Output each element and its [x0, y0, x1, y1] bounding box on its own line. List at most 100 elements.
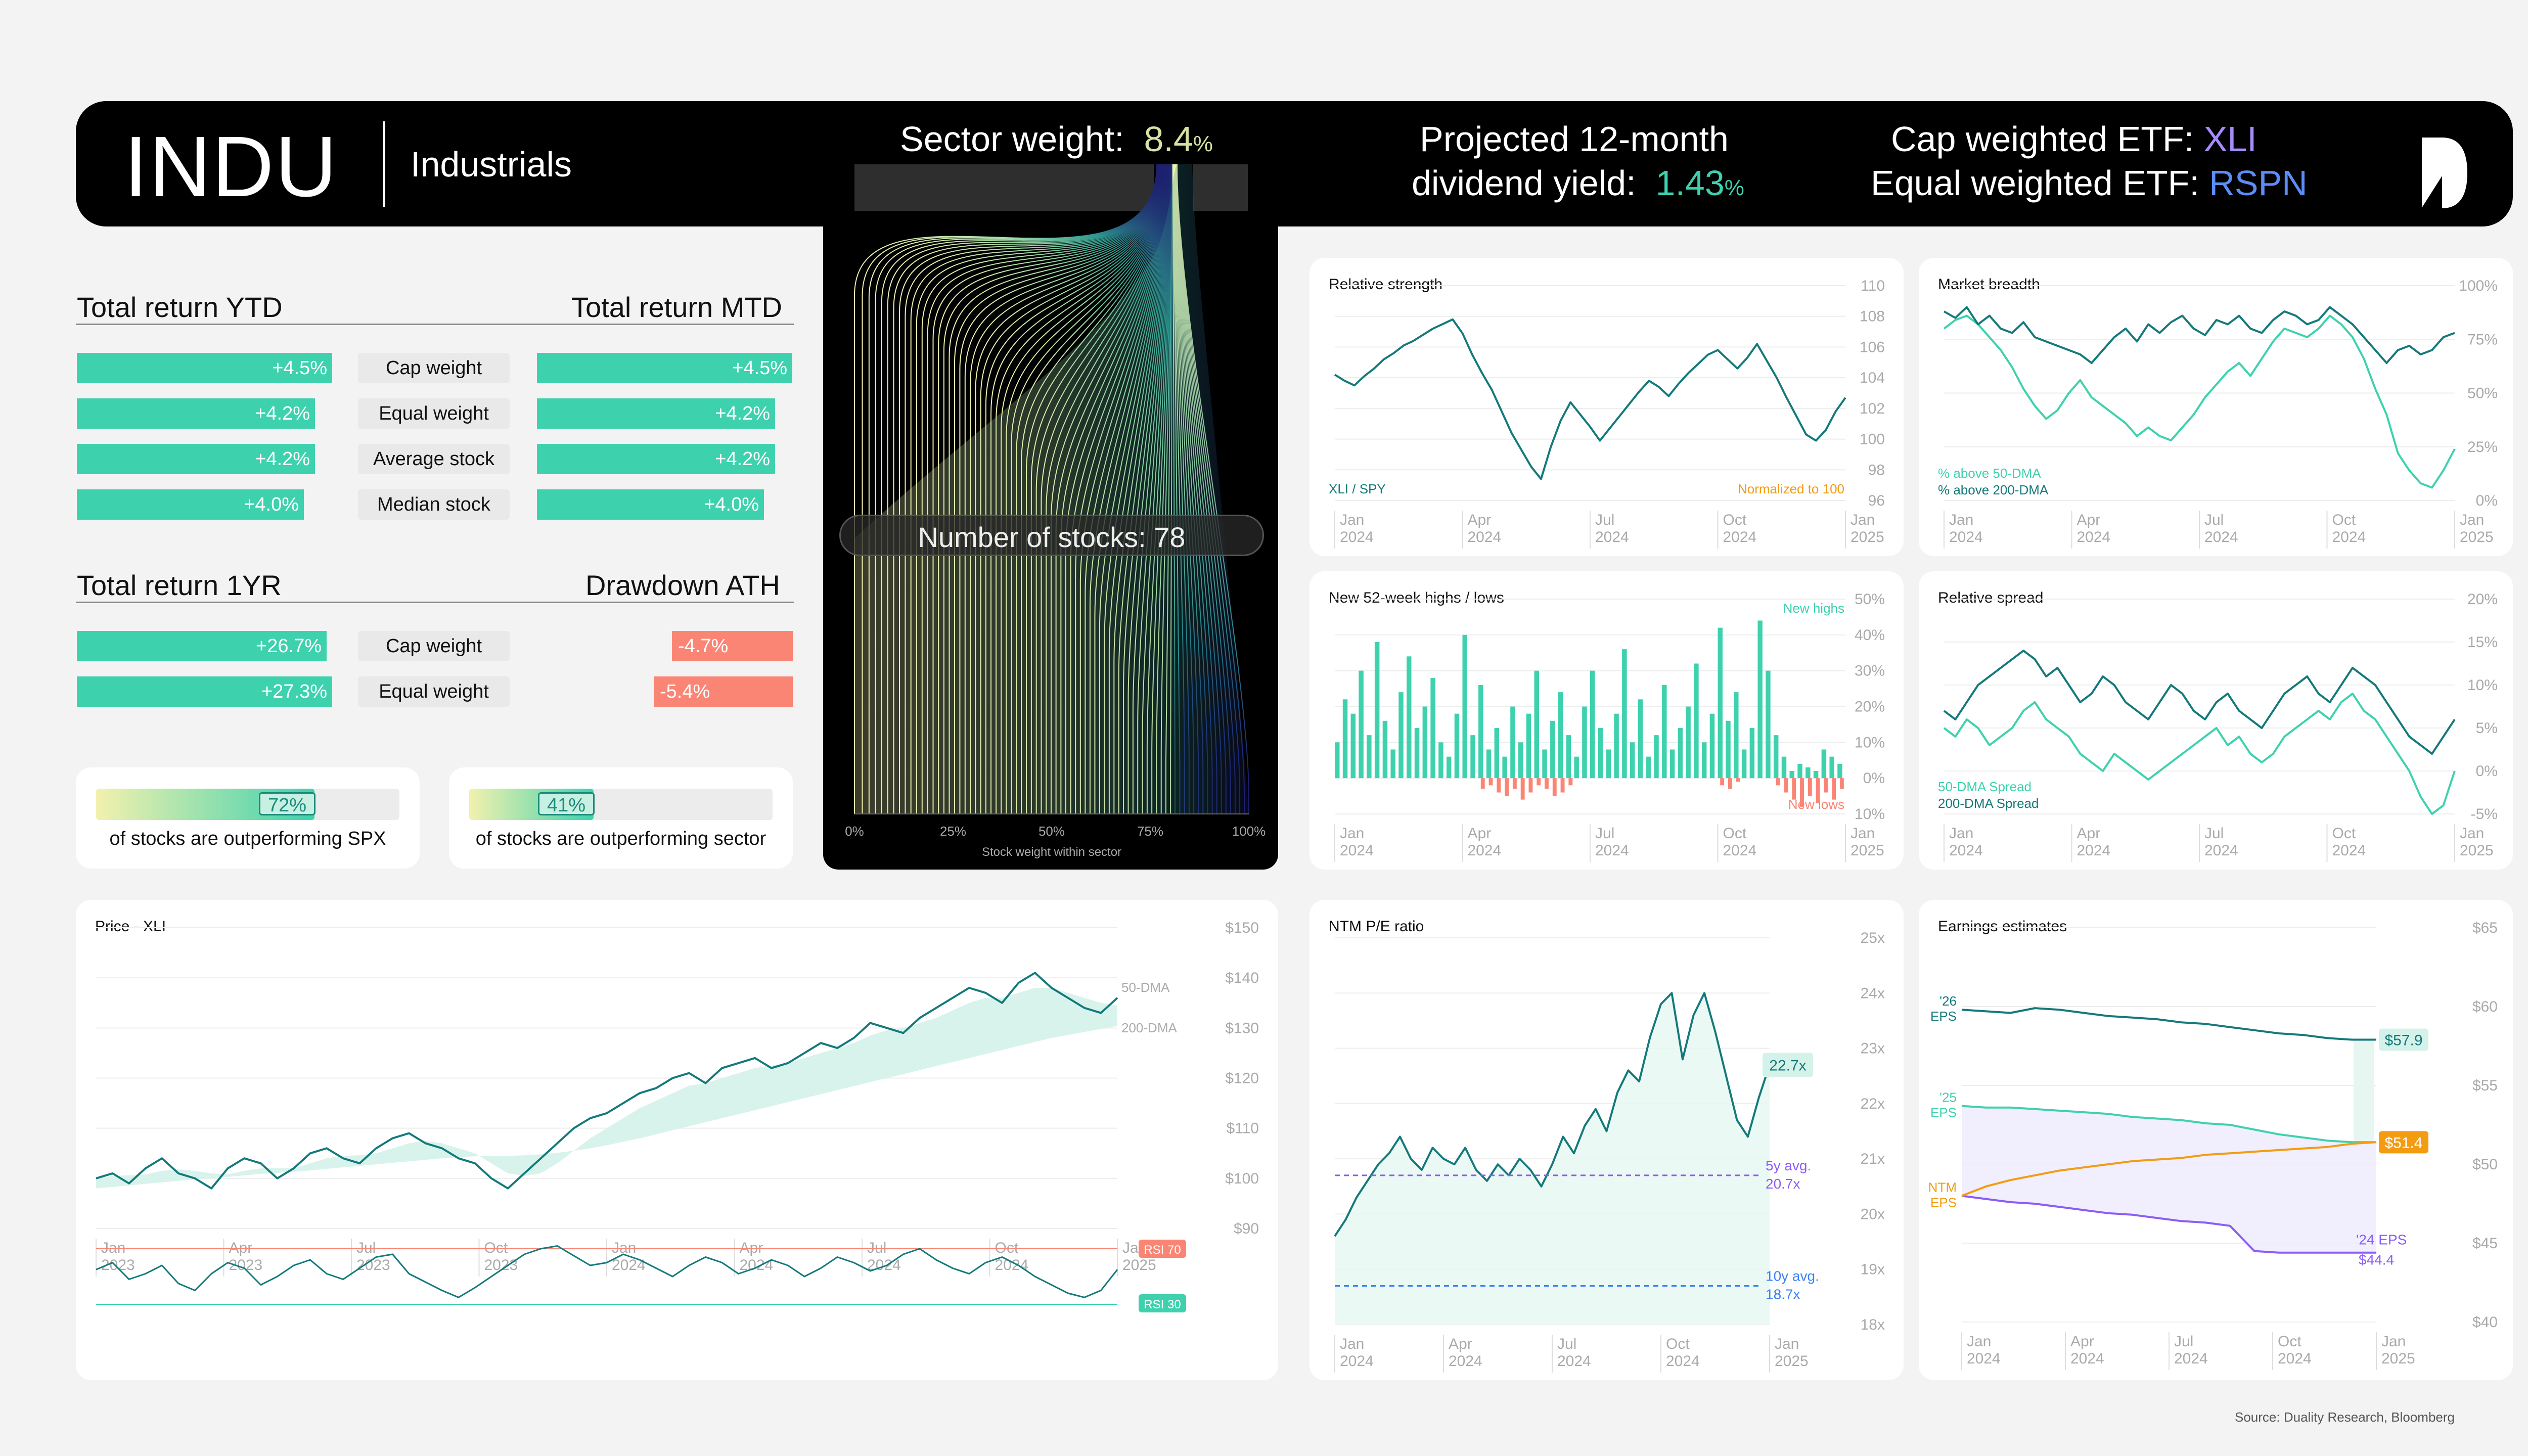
breadth-50-line: [1944, 306, 2455, 364]
x-tick-month: Jan: [101, 1240, 125, 1256]
cap-etf-label: Cap weighted ETF: XLI: [1891, 119, 2257, 159]
x-tick-year: 2024: [995, 1257, 1029, 1273]
spread-200-line: [1943, 693, 2456, 815]
rsi-line: [96, 1245, 1118, 1298]
y-tick-label: 0%: [1863, 770, 1885, 787]
return-label: Cap weight: [358, 631, 510, 661]
high-bar: [1614, 713, 1619, 779]
y-tick-label: 19x: [1861, 1261, 1885, 1278]
high-bar: [1749, 728, 1755, 779]
fan-line: [959, 164, 1162, 814]
fan-line: [964, 164, 1162, 814]
high-bar: [1566, 735, 1571, 779]
y-tick-label: $50: [2472, 1156, 2498, 1173]
x-tick-month: Jul: [356, 1240, 376, 1256]
return-label: Average stock: [358, 444, 510, 474]
high-bar: [1773, 735, 1779, 779]
dd-bar: -5.4%: [654, 676, 793, 707]
x-tick-month: Jan: [1340, 825, 1364, 842]
high-bar: [1694, 663, 1699, 779]
pe-end-badge: [1763, 1053, 1813, 1077]
fan-line: [990, 164, 1164, 814]
low-bar: [1520, 778, 1525, 800]
x-tick-month: Apr: [2077, 825, 2101, 842]
x-tick-year: 2025: [1122, 1257, 1156, 1273]
x-tick-year: 2025: [1850, 529, 1884, 545]
x-tick-year: 2023: [484, 1257, 518, 1273]
yr-title: Total return 1YR: [77, 569, 282, 601]
high-bar: [1414, 728, 1420, 779]
x-tick-month: Apr: [1468, 512, 1492, 528]
x-tick-month: Jul: [1557, 1336, 1576, 1352]
rsi30-badge: [1139, 1294, 1186, 1312]
x-tick-month: Oct: [2278, 1333, 2301, 1350]
y-tick-label: 50%: [1855, 591, 1885, 608]
high-bar: [1718, 627, 1723, 779]
high-bar: [1374, 642, 1380, 779]
x-tick-month: Jan: [1949, 825, 1973, 842]
low-bar: [1537, 778, 1541, 786]
pe-area: [1335, 993, 1770, 1325]
high-bar: [1590, 670, 1595, 779]
low-bar: [1528, 778, 1533, 793]
x-tick-year: 2024: [2204, 842, 2238, 859]
y-tick-label: 50%: [2467, 385, 2498, 402]
high-bar: [1542, 749, 1547, 779]
x-tick-month: Oct: [1723, 825, 1747, 842]
x-tick-month: Jan: [612, 1240, 636, 1256]
duality-logo-icon: [2421, 138, 2467, 209]
ntm-badge: [2379, 1131, 2428, 1154]
ticker-title: INDU: [124, 119, 338, 215]
y-tick-label: 30%: [1855, 663, 1885, 679]
x-tick-month: Apr: [229, 1240, 253, 1256]
x-tick-year: 2024: [2070, 1350, 2104, 1367]
high-bar: [1486, 749, 1492, 779]
x-tick-month: Oct: [1666, 1336, 1690, 1352]
x-tick-month: Oct: [995, 1240, 1019, 1256]
rs-line: [1334, 318, 1846, 480]
ytd-bar: +4.5%: [77, 353, 332, 383]
low-bar: [1839, 778, 1844, 789]
rsi30-label: RSI 30: [1144, 1298, 1181, 1311]
spread-50-line: [1943, 650, 2456, 755]
x-tick-year: 2024: [2332, 529, 2366, 545]
low-bar: [1720, 778, 1725, 786]
high-bar: [1470, 735, 1475, 779]
x-tick-month: Jan: [2381, 1333, 2406, 1350]
chart-title: NTM P/E ratio: [1329, 918, 1424, 935]
low-bar: [1480, 778, 1485, 789]
spread-label-50: 50-DMA Spread: [1938, 779, 2032, 794]
eps24-value: $44.4: [2359, 1252, 2394, 1268]
ntm-label: NTM: [1928, 1179, 1957, 1195]
high-bar: [1805, 767, 1811, 779]
low-bar: [1560, 778, 1565, 793]
y-tick-label: 25%: [2467, 439, 2498, 456]
high-bar: [1598, 728, 1603, 779]
eps-band: [1962, 1106, 2376, 1253]
avg5-value: 20.7x: [1766, 1176, 1800, 1192]
stock-count-pill: [839, 515, 1264, 556]
high-bar: [1654, 735, 1659, 779]
fan-line: [881, 164, 1159, 814]
high-bar: [1797, 763, 1802, 779]
high-bar: [1518, 742, 1523, 779]
x-tick-month: Jan: [2460, 825, 2484, 842]
high-bar: [1606, 749, 1611, 779]
x-tick-year: 2024: [1340, 529, 1374, 545]
fan-line: [975, 164, 1163, 814]
outperf-pct: 72%: [259, 792, 315, 816]
x-tick-month: Jul: [1595, 825, 1614, 842]
y-tick-label: 5%: [2476, 720, 2498, 737]
low-bar: [1728, 778, 1732, 789]
low-bar: [1505, 778, 1509, 796]
y-tick-label: $130: [1225, 1020, 1259, 1036]
chart-title: Relative strength: [1329, 276, 1442, 293]
pe-line: [1334, 992, 1771, 1237]
fan-line: [921, 164, 1160, 814]
high-bar: [1494, 728, 1500, 779]
high-bar: [1741, 749, 1747, 779]
x-tick-year: 2024: [2174, 1350, 2208, 1367]
high-bar: [1662, 685, 1667, 779]
y-tick-label: $40: [2472, 1314, 2498, 1331]
return-label: Cap weight: [358, 353, 510, 383]
